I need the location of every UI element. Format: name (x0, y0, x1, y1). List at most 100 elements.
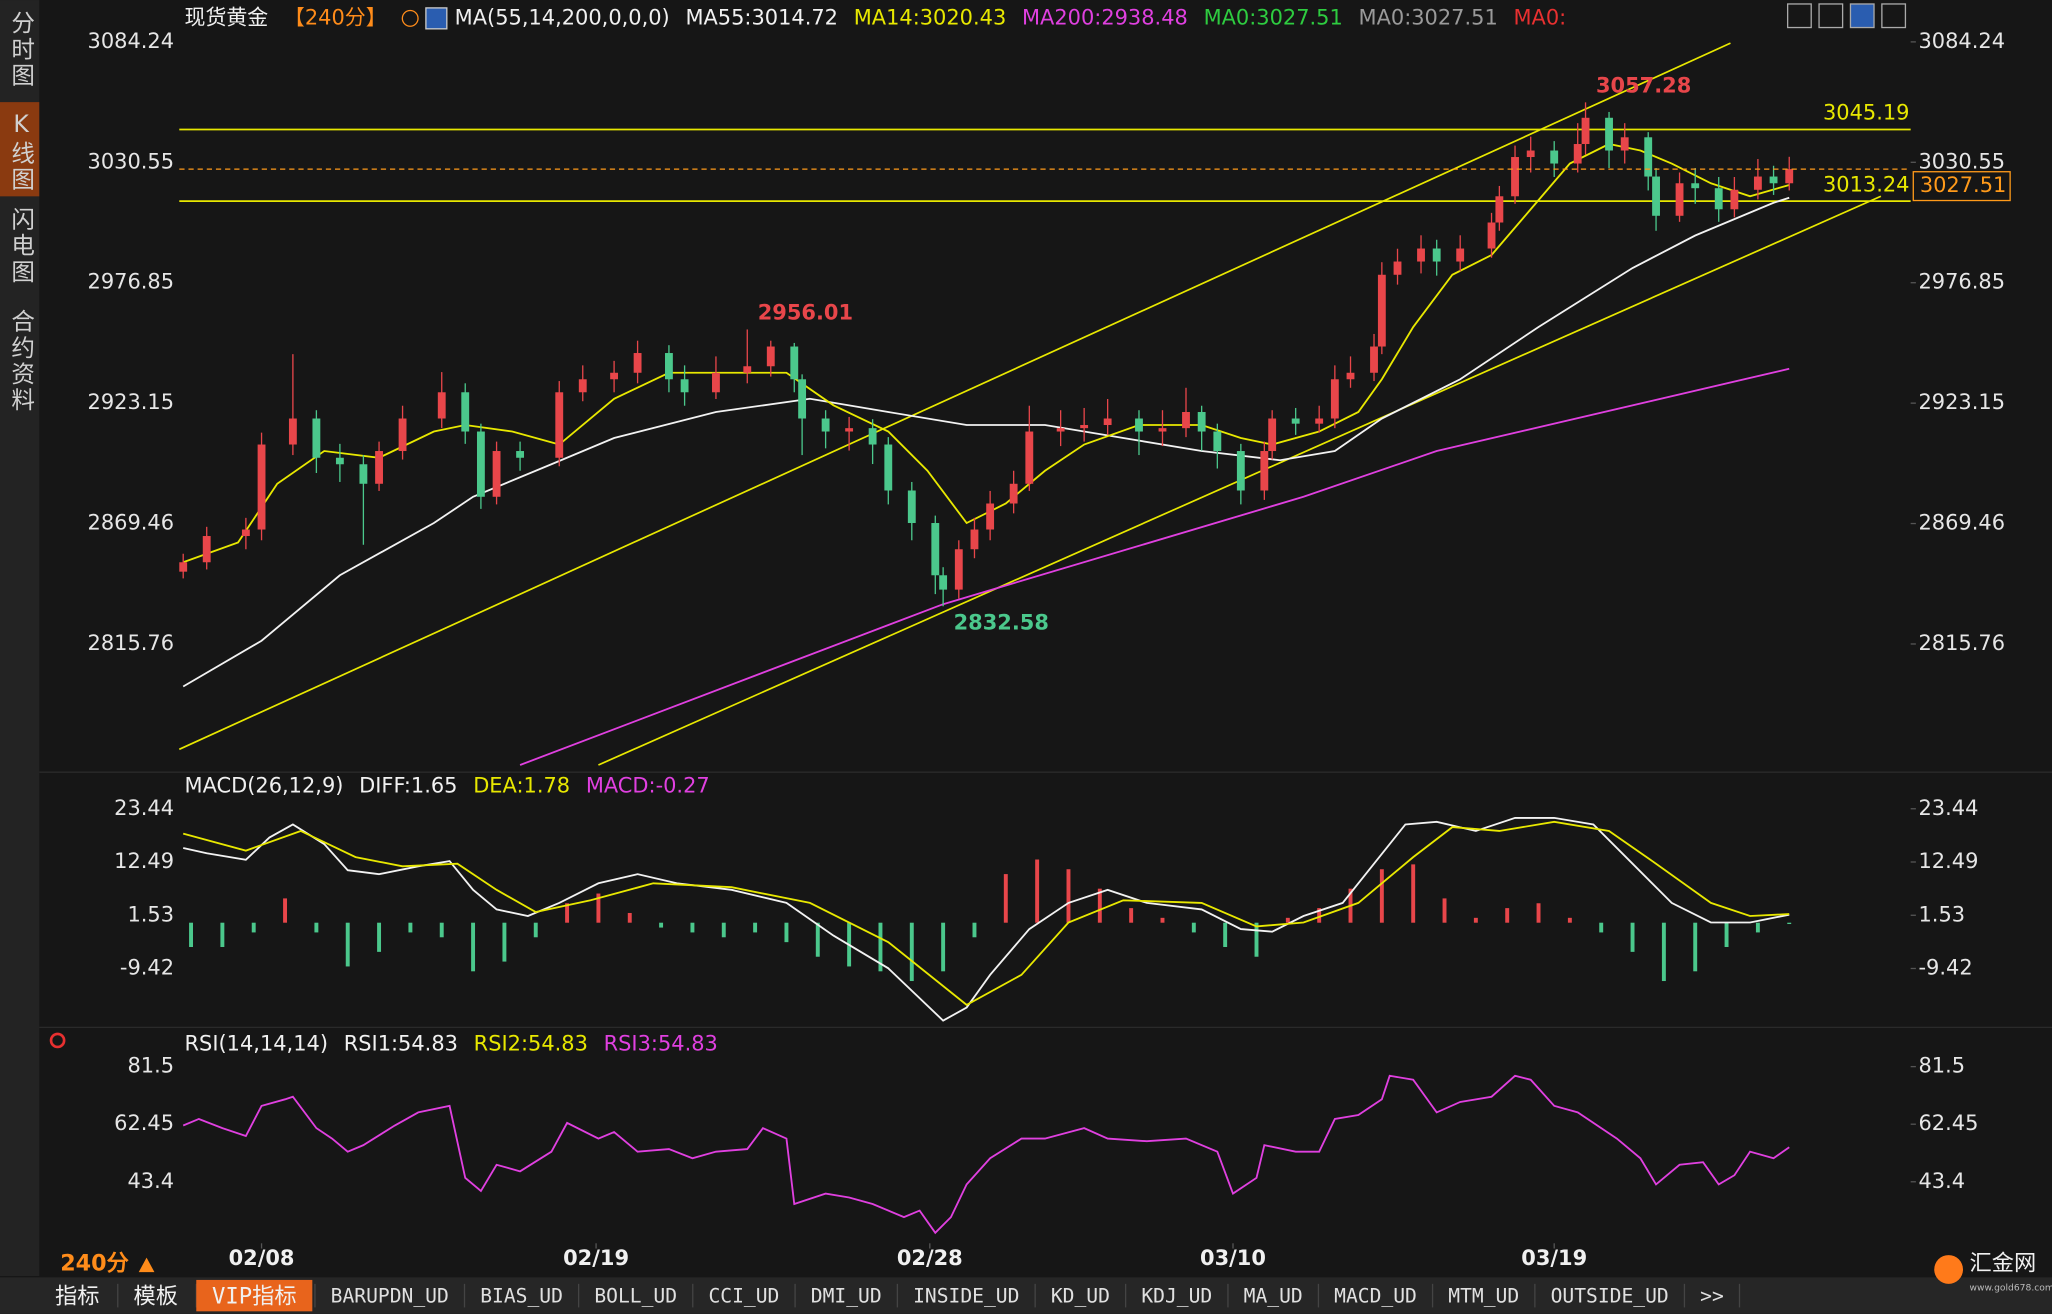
icon[interactable] (1881, 3, 1907, 29)
candle-body (555, 392, 564, 458)
candle-body (1291, 418, 1300, 424)
macd-bar (1693, 922, 1698, 972)
candle-body (1346, 372, 1355, 380)
macd-bar (1755, 922, 1760, 933)
y-tick-label-right: 81.5 (1919, 1054, 1966, 1078)
macd-bar (1379, 869, 1384, 923)
tab[interactable]: VIP指标 (212, 1283, 297, 1309)
y-tick-label: -9.42 (120, 955, 174, 979)
candle-body (1675, 183, 1684, 216)
candle-body (798, 379, 807, 419)
candle-body (939, 575, 948, 590)
period-arrow[interactable] (138, 1257, 155, 1273)
macd-bar (1473, 917, 1478, 923)
tab[interactable]: MTM_UD (1448, 1284, 1519, 1307)
candle-body (516, 451, 525, 458)
tab[interactable]: KD_UD (1051, 1284, 1110, 1307)
y-tick-label-right: 3084.24 (1919, 29, 2006, 53)
macd-bar (878, 922, 883, 972)
candle-body (1487, 222, 1496, 249)
tab[interactable]: OUTSIDE_UD (1551, 1284, 1669, 1307)
candle-body (1260, 451, 1269, 491)
macd-bar (815, 922, 820, 957)
sidebar-tab[interactable]: K线图 (7, 110, 35, 193)
ma-line (182, 143, 1790, 564)
candle-body (1644, 137, 1653, 177)
candle-body (986, 503, 995, 530)
legend-item: DEA:1.78 (473, 774, 570, 798)
candle-body (437, 392, 446, 419)
indicator-icon[interactable] (49, 1032, 66, 1049)
tab[interactable]: BIAS_UD (480, 1284, 563, 1307)
macd-bar (784, 922, 789, 943)
candle-body (1393, 261, 1402, 275)
toolbar-icons[interactable] (1786, 3, 1907, 29)
candle-body (202, 536, 211, 563)
price-annotation: 2956.01 (758, 301, 853, 325)
candle-body (931, 523, 940, 576)
candle-body (1330, 379, 1339, 419)
tab[interactable]: MA_UD (1244, 1284, 1303, 1307)
brand-url: www.gold678.com (1970, 1282, 2052, 1293)
macd-bar (251, 922, 256, 933)
icon[interactable] (1818, 3, 1844, 29)
candle-body (1691, 183, 1700, 189)
candle-body (766, 346, 775, 367)
macd-bar (533, 922, 538, 938)
tab[interactable]: BOLL_UD (594, 1284, 677, 1307)
candle-body (1753, 176, 1762, 190)
candle-body (1511, 157, 1519, 197)
sidebar-active (0, 102, 40, 197)
tab[interactable]: INSIDE_UD (913, 1284, 1019, 1307)
tab[interactable]: 模板 (133, 1283, 177, 1309)
tab[interactable]: MACD_UD (1334, 1284, 1417, 1307)
candle-body (665, 353, 673, 380)
icon[interactable] (1849, 3, 1875, 29)
period-selector[interactable]: 240分 (60, 1251, 129, 1277)
candle-body (868, 428, 877, 445)
horizontal-line-label: 3045.19 (1823, 101, 1910, 125)
tab[interactable]: DMI_UD (811, 1284, 882, 1307)
x-tick-label: 03/19 (1521, 1246, 1587, 1270)
macd-bar (627, 912, 632, 923)
macd-bar (189, 922, 194, 948)
macd-bar (1661, 922, 1666, 982)
tab[interactable]: >> (1700, 1284, 1724, 1307)
tab[interactable]: 指标 (55, 1283, 99, 1309)
candle-body (1182, 412, 1190, 429)
candle-body (610, 372, 619, 380)
candle-body (359, 464, 368, 484)
sidebar-tab[interactable]: 分时图 (7, 10, 35, 89)
macd-bar (314, 922, 319, 933)
candle-body (1432, 248, 1441, 262)
tab[interactable]: BARUPDN_UD (331, 1284, 449, 1307)
candle-body (845, 428, 854, 432)
macd-line (182, 820, 1790, 1006)
legend-item: MACD:-0.27 (586, 774, 710, 798)
macd-bar (721, 922, 726, 938)
icon[interactable] (1786, 3, 1812, 29)
candle-body (1605, 117, 1613, 151)
candle-body (1009, 483, 1018, 504)
x-tick-label: 02/28 (897, 1246, 963, 1270)
y-tick-label-right: 62.45 (1919, 1111, 1979, 1135)
tab[interactable]: KDJ_UD (1141, 1284, 1212, 1307)
candle-body (335, 457, 344, 465)
y-tick-label-right: 3030.55 (1919, 149, 2006, 173)
macd-bar (596, 893, 601, 923)
macd-bar (1223, 922, 1228, 948)
candle-body (1158, 428, 1167, 432)
macd-bar (1317, 908, 1322, 923)
sidebar-tab[interactable]: 闪电图 (7, 207, 35, 286)
candle-body (1417, 248, 1425, 262)
icon (401, 9, 419, 27)
icon (425, 7, 448, 30)
y-tick-label: 23.44 (114, 796, 174, 820)
candle-body (1135, 418, 1143, 432)
legend-item: RSI(14,14,14) (185, 1031, 328, 1055)
sidebar-tab[interactable]: 合约资料 (7, 309, 35, 414)
legend-item: MA0:3027.51 (1204, 5, 1343, 29)
y-tick-label-right: 2923.15 (1919, 390, 2006, 414)
macd-bar (1254, 922, 1259, 957)
tab[interactable]: CCI_UD (708, 1284, 779, 1307)
